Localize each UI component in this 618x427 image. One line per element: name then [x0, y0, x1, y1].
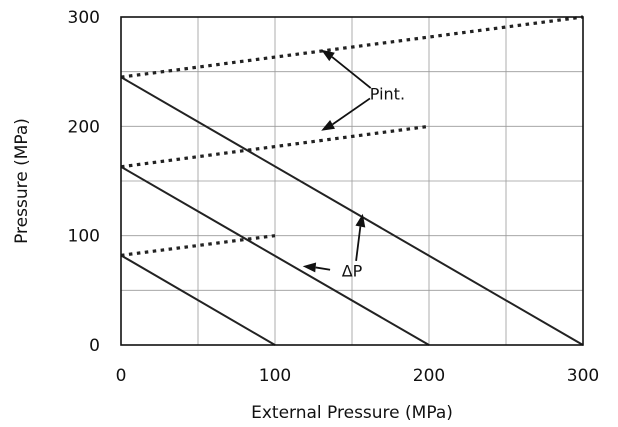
annotation-arrow-shaft	[315, 266, 331, 271]
pint-annotation: Pint.	[370, 85, 405, 104]
x-tick-label: 300	[567, 366, 599, 386]
series-group	[120, 15, 584, 346]
pint-line-3	[120, 15, 584, 79]
pint-line-1	[120, 234, 276, 257]
x-axis-label: External Pressure (MPa)	[251, 403, 453, 423]
plot-frame	[120, 16, 584, 346]
annotation-arrow-shaft	[332, 97, 371, 126]
annotation-arrow-head	[302, 262, 317, 273]
y-tick-label: 100	[68, 227, 100, 247]
annotation-arrow-head	[321, 119, 335, 131]
delta-p-line-1	[120, 254, 276, 346]
y-tick-labels: 0 100 200 300	[68, 8, 100, 356]
delta-p-annotation: ΔP	[342, 262, 363, 281]
x-tick-label: 0	[116, 366, 127, 386]
annotation-arrow-head	[355, 213, 366, 228]
delta-p-line-2	[120, 165, 430, 346]
grid-lines	[121, 17, 583, 345]
x-tick-label: 100	[259, 366, 291, 386]
y-tick-label: 200	[68, 117, 100, 137]
y-tick-label: 300	[68, 8, 100, 28]
annotation-arrow-shaft	[331, 56, 372, 89]
delta-p-line-3	[120, 76, 584, 346]
y-axis-label: Pressure (MPa)	[12, 118, 32, 244]
x-tick-label: 200	[413, 366, 445, 386]
annotation-arrow-head	[321, 49, 335, 62]
pint-line-2	[120, 124, 430, 169]
y-tick-label: 0	[89, 336, 100, 356]
x-tick-labels: 0 100 200 300	[116, 366, 600, 386]
annotations: Pint. ΔP	[302, 49, 405, 281]
annotation-arrow-shaft	[355, 226, 362, 261]
